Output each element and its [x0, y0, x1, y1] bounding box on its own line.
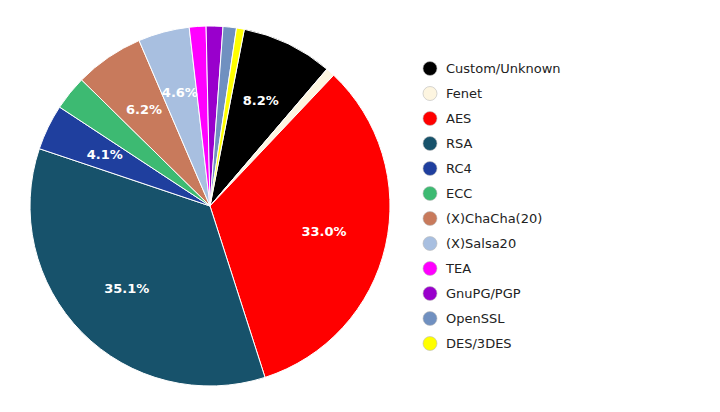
legend-marker — [423, 287, 437, 301]
data-label: 4.6% — [162, 85, 198, 100]
legend-label: Fenet — [446, 86, 482, 101]
legend-label: ECC — [446, 186, 472, 201]
legend-marker — [423, 262, 437, 276]
data-label: 33.0% — [302, 224, 347, 239]
slices — [30, 26, 390, 386]
legend-marker — [423, 162, 437, 176]
pie-slice — [210, 28, 244, 206]
legend-label: RSA — [446, 136, 473, 151]
data-label: 35.1% — [104, 281, 149, 296]
legend-marker — [423, 137, 437, 151]
legend-label: (X)ChaCha(20) — [446, 211, 542, 226]
legend-label: (X)Salsa20 — [446, 236, 516, 251]
legend-label: AES — [446, 111, 471, 126]
data-label: 6.2% — [126, 102, 162, 117]
pie-chart: 8.2% 33.0% 35.1% 4.1% 6.2%4.6% Custom/Unknown… — [0, 0, 720, 412]
data-label: 4.1% — [87, 147, 123, 162]
legend-marker — [423, 112, 437, 126]
legend-label: RC4 — [446, 161, 472, 176]
legend-label: DES/3DES — [446, 336, 512, 351]
legend-label: GnuPG/PGP — [446, 286, 521, 301]
legend-marker — [423, 62, 437, 76]
legend-marker — [423, 187, 437, 201]
legend-label: Custom/Unknown — [446, 61, 561, 76]
legend-marker — [423, 237, 437, 251]
legend-label: TEA — [445, 261, 471, 276]
data-labels: 8.2% 33.0% 35.1% 4.1% 6.2%4.6% — [87, 85, 347, 295]
chart-container: 8.2% 33.0% 35.1% 4.1% 6.2%4.6% Custom/Unknown… — [0, 0, 720, 412]
legend: Custom/Unknown Fenet AES RSA RC4 ECC (X)ChaCha… — [423, 61, 561, 351]
data-label: 8.2% — [243, 93, 279, 108]
legend-marker — [423, 312, 437, 326]
legend-marker — [423, 337, 437, 351]
legend-label: OpenSSL — [446, 311, 505, 326]
legend-marker — [423, 212, 437, 226]
legend-marker — [423, 87, 437, 101]
